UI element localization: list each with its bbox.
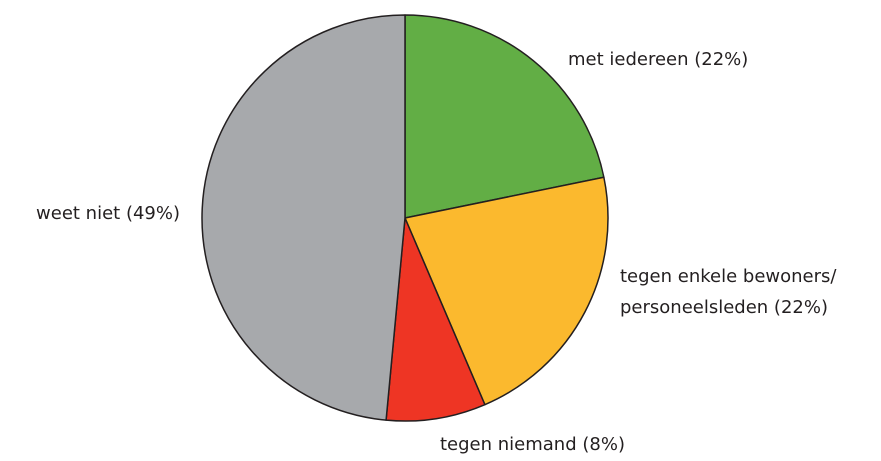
slice-label: tegen enkele bewoners/personeelsleden (2… bbox=[620, 266, 837, 318]
slice-label: weet niet (49%) bbox=[36, 203, 180, 224]
pie-slice bbox=[385, 217, 486, 422]
pie-slice bbox=[404, 176, 609, 406]
pie-slice bbox=[404, 14, 605, 219]
label-line: personeelsleden (22%) bbox=[620, 297, 828, 318]
label-line: weet niet (49%) bbox=[36, 203, 180, 224]
label-line: tegen niemand (8%) bbox=[440, 434, 625, 455]
label-line: met iedereen (22%) bbox=[568, 49, 748, 70]
label-line: tegen enkele bewoners/ bbox=[620, 266, 837, 287]
slice-label: met iedereen (22%) bbox=[568, 49, 748, 70]
slice-label: tegen niemand (8%) bbox=[440, 434, 625, 455]
pie-slice bbox=[201, 14, 406, 421]
